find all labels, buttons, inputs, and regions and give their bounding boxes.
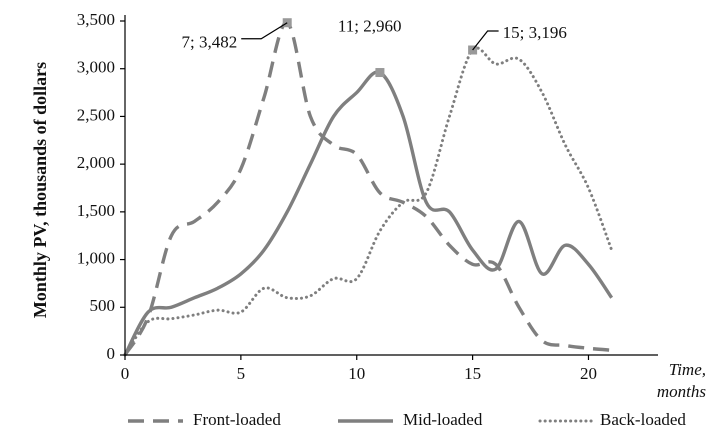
x-tick-label: 15 (464, 364, 481, 383)
y-tick-label: 1,500 (77, 201, 115, 220)
series-line-mid-loaded (123, 70, 614, 356)
y-tick-label: 2,000 (77, 153, 115, 172)
y-tick-label: 500 (90, 296, 116, 315)
axes-layer: 0 500 1,000 1,500 2,000 2,500 3,000 3,500 0 5 10 15… (77, 10, 658, 383)
series-layer (123, 21, 614, 357)
legend-label: Mid-loaded (403, 410, 483, 429)
annotation-leader-line (472, 30, 499, 51)
x-axis-label-line2: months (657, 382, 707, 401)
x-tick-label: 0 (121, 364, 130, 383)
y-tick-label: 2,500 (77, 105, 115, 124)
x-tick-label: 20 (580, 364, 597, 383)
x-axis-label-line1: Time, (669, 360, 706, 379)
annotation-label: 15; 3,196 (503, 23, 567, 42)
series-line-front-loaded (123, 21, 612, 356)
x-tick-label: 10 (348, 364, 365, 383)
legend-label: Front-loaded (193, 410, 281, 429)
series-line-back-loaded (123, 46, 614, 357)
legend: Front-loaded Mid-loaded Back-loaded (128, 410, 686, 429)
peak-marker (375, 68, 385, 78)
y-tick-label: 3,500 (77, 10, 115, 29)
y-tick-label: 1,000 (77, 248, 115, 267)
annotation-label: 7; 3,482 (181, 33, 237, 52)
y-axis-label: Monthly PV, thousands of dollars (30, 62, 50, 318)
legend-label: Back-loaded (600, 410, 686, 429)
y-tick-label: 3,000 (77, 58, 115, 77)
annotation-layer: 7; 3,482 11; 2,960 15; 3,196 (181, 16, 566, 51)
annotation-leader-line (241, 22, 288, 40)
x-tick-label: 5 (237, 364, 246, 383)
annotation-label: 11; 2,960 (338, 16, 402, 35)
y-tick-label: 0 (107, 344, 116, 363)
